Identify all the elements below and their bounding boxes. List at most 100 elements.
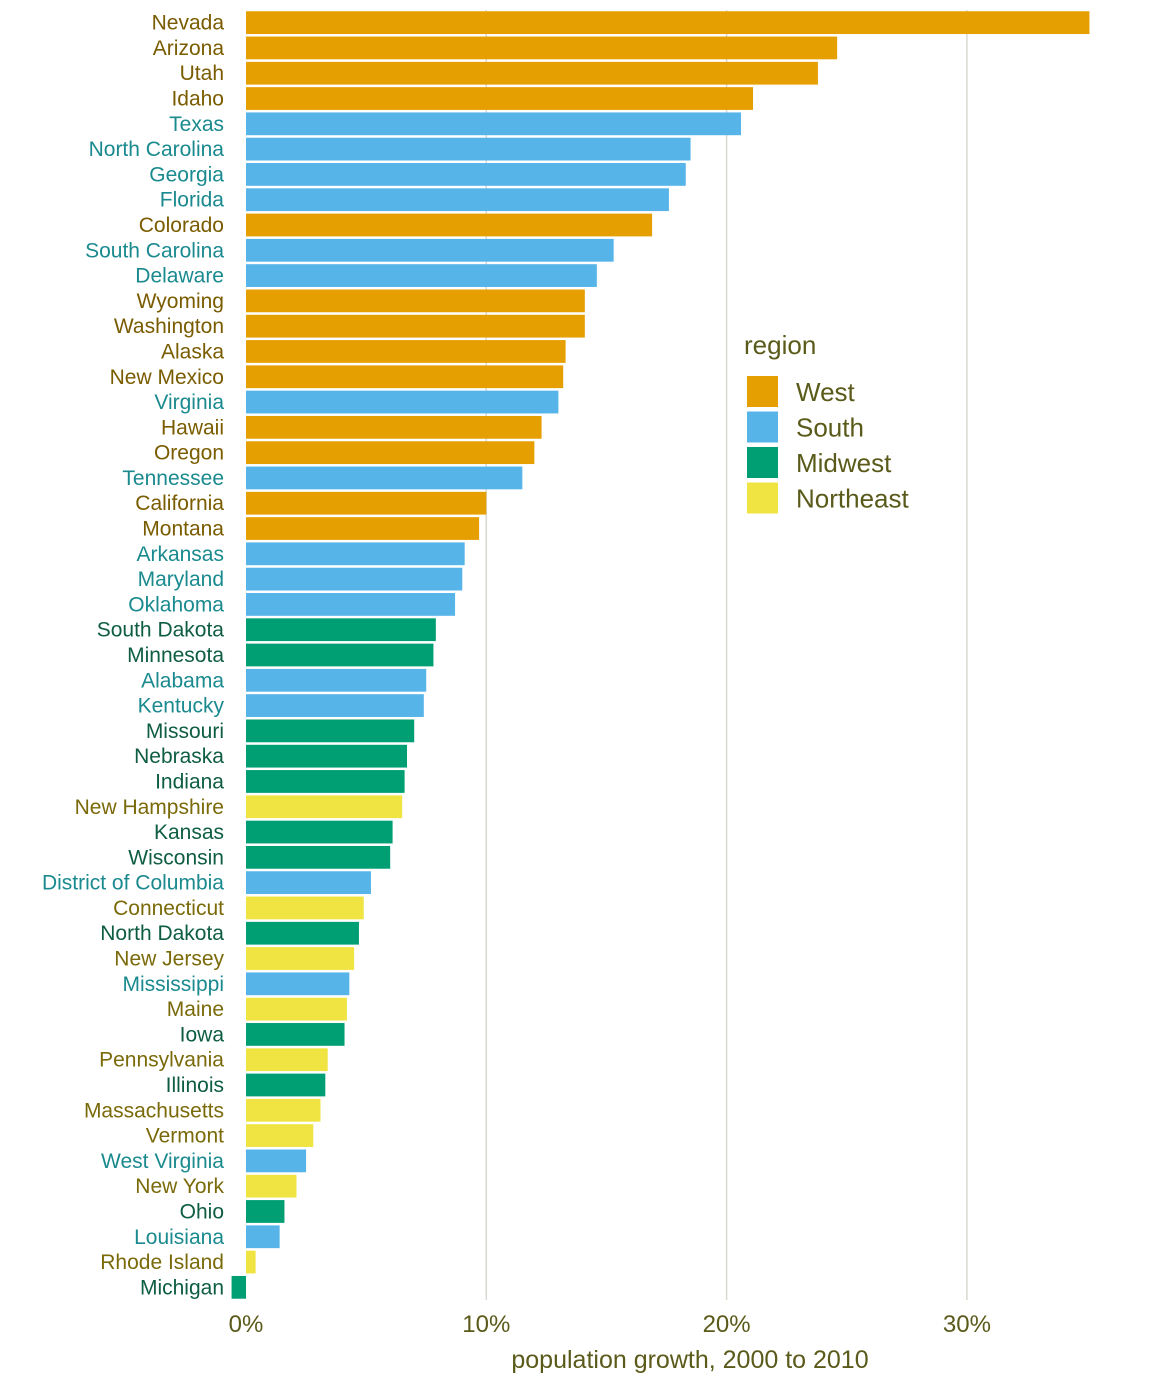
bar-minnesota bbox=[246, 643, 434, 667]
state-label-utah: Utah bbox=[180, 62, 224, 85]
bar-new-mexico bbox=[246, 365, 564, 389]
bar-tennessee bbox=[246, 466, 523, 490]
state-label-massachusetts: Massachusetts bbox=[84, 1099, 224, 1122]
state-label-washington: Washington bbox=[114, 315, 224, 338]
bar-mississippi bbox=[246, 972, 350, 996]
state-label-south-carolina: South Carolina bbox=[85, 239, 224, 262]
state-label-kentucky: Kentucky bbox=[138, 695, 225, 718]
x-axis-ticks: 0% 10% 20% 30% bbox=[229, 1311, 991, 1338]
bars bbox=[231, 11, 1090, 1299]
state-label-georgia: Georgia bbox=[149, 163, 224, 186]
state-label-new-jersey: New Jersey bbox=[114, 948, 224, 971]
bar-nevada bbox=[246, 11, 1090, 35]
state-label-new-mexico: New Mexico bbox=[110, 366, 224, 389]
bar-kansas bbox=[246, 820, 393, 844]
bar-hawaii bbox=[246, 415, 542, 439]
state-label-missouri: Missouri bbox=[146, 720, 224, 743]
legend-label-south: South bbox=[796, 413, 864, 443]
bar-virginia bbox=[246, 390, 559, 414]
bar-vermont bbox=[246, 1124, 314, 1147]
state-label-colorado: Colorado bbox=[139, 214, 224, 237]
state-label-district-of-columbia: District of Columbia bbox=[42, 872, 224, 895]
state-label-louisiana: Louisiana bbox=[134, 1226, 224, 1249]
state-label-illinois: Illinois bbox=[166, 1074, 224, 1097]
state-label-oklahoma: Oklahoma bbox=[128, 593, 224, 616]
state-label-maine: Maine bbox=[167, 998, 224, 1021]
bar-connecticut bbox=[246, 896, 364, 920]
bar-alaska bbox=[246, 340, 566, 363]
bar-oklahoma bbox=[246, 593, 456, 616]
bar-louisiana bbox=[246, 1225, 280, 1249]
legend-items: West South Midwest Northeast bbox=[747, 376, 909, 514]
bar-illinois bbox=[246, 1073, 326, 1097]
x-tick-label-0: 0% bbox=[229, 1311, 264, 1338]
bar-delaware bbox=[246, 264, 597, 287]
bar-oregon bbox=[246, 441, 535, 465]
bar-michigan bbox=[231, 1275, 246, 1299]
state-label-california: California bbox=[135, 492, 224, 515]
state-label-texas: Texas bbox=[169, 113, 224, 136]
bar-district-of-columbia bbox=[246, 871, 371, 895]
state-label-alaska: Alaska bbox=[161, 340, 224, 363]
bar-georgia bbox=[246, 163, 686, 186]
legend-title: region bbox=[744, 330, 816, 360]
bar-new-hampshire bbox=[246, 795, 403, 819]
state-label-new-hampshire: New Hampshire bbox=[75, 796, 224, 819]
state-label-hawaii: Hawaii bbox=[161, 416, 224, 439]
legend-swatch-south bbox=[747, 411, 778, 443]
bar-west-virginia bbox=[246, 1149, 307, 1173]
bar-new-jersey bbox=[246, 947, 355, 970]
legend-swatch-west bbox=[747, 376, 778, 407]
state-label-rhode-island: Rhode Island bbox=[100, 1251, 224, 1274]
bar-north-dakota bbox=[246, 921, 359, 945]
state-label-arkansas: Arkansas bbox=[136, 543, 224, 566]
bar-wisconsin bbox=[246, 845, 391, 869]
state-label-nevada: Nevada bbox=[152, 12, 225, 35]
state-label-south-dakota: South Dakota bbox=[97, 619, 225, 642]
bar-north-carolina bbox=[246, 137, 691, 161]
bar-idaho bbox=[246, 87, 754, 110]
state-label-kansas: Kansas bbox=[154, 821, 224, 844]
state-label-iowa: Iowa bbox=[180, 1023, 225, 1046]
bar-california bbox=[246, 491, 487, 515]
state-label-connecticut: Connecticut bbox=[113, 897, 224, 920]
bar-alabama bbox=[246, 668, 427, 692]
legend-swatch-midwest bbox=[747, 447, 778, 478]
bar-nebraska bbox=[246, 744, 408, 768]
bar-south-carolina bbox=[246, 238, 614, 262]
state-label-delaware: Delaware bbox=[135, 265, 224, 288]
state-label-montana: Montana bbox=[142, 518, 224, 541]
state-label-arizona: Arizona bbox=[153, 37, 225, 60]
state-label-mississippi: Mississippi bbox=[122, 973, 224, 996]
bar-pennsylvania bbox=[246, 1048, 328, 1072]
state-label-florida: Florida bbox=[160, 189, 225, 212]
bar-arizona bbox=[246, 36, 838, 60]
legend-swatch-northeast bbox=[747, 482, 778, 514]
legend-label-west: West bbox=[796, 377, 856, 407]
state-label-oregon: Oregon bbox=[154, 442, 224, 465]
state-label-nebraska: Nebraska bbox=[134, 745, 224, 768]
state-label-maryland: Maryland bbox=[138, 568, 224, 591]
bar-missouri bbox=[246, 719, 415, 743]
bar-arkansas bbox=[246, 542, 465, 566]
bar-new-york bbox=[246, 1174, 297, 1198]
state-label-west-virginia: West Virginia bbox=[101, 1150, 224, 1173]
bar-washington bbox=[246, 314, 585, 338]
state-label-north-dakota: North Dakota bbox=[100, 922, 224, 945]
bar-montana bbox=[246, 517, 480, 540]
state-label-indiana: Indiana bbox=[155, 770, 224, 793]
bar-iowa bbox=[246, 1023, 345, 1046]
x-tick-label-10: 10% bbox=[462, 1311, 510, 1338]
state-label-wyoming: Wyoming bbox=[137, 290, 224, 313]
state-label-idaho: Idaho bbox=[171, 88, 224, 111]
x-tick-label-30: 30% bbox=[943, 1311, 991, 1338]
bar-kentucky bbox=[246, 694, 424, 717]
bar-florida bbox=[246, 188, 669, 212]
state-label-wisconsin: Wisconsin bbox=[128, 846, 224, 869]
bar-maine bbox=[246, 997, 347, 1021]
x-tick-label-20: 20% bbox=[703, 1311, 751, 1338]
state-label-minnesota: Minnesota bbox=[127, 644, 224, 667]
bar-south-dakota bbox=[246, 618, 436, 642]
